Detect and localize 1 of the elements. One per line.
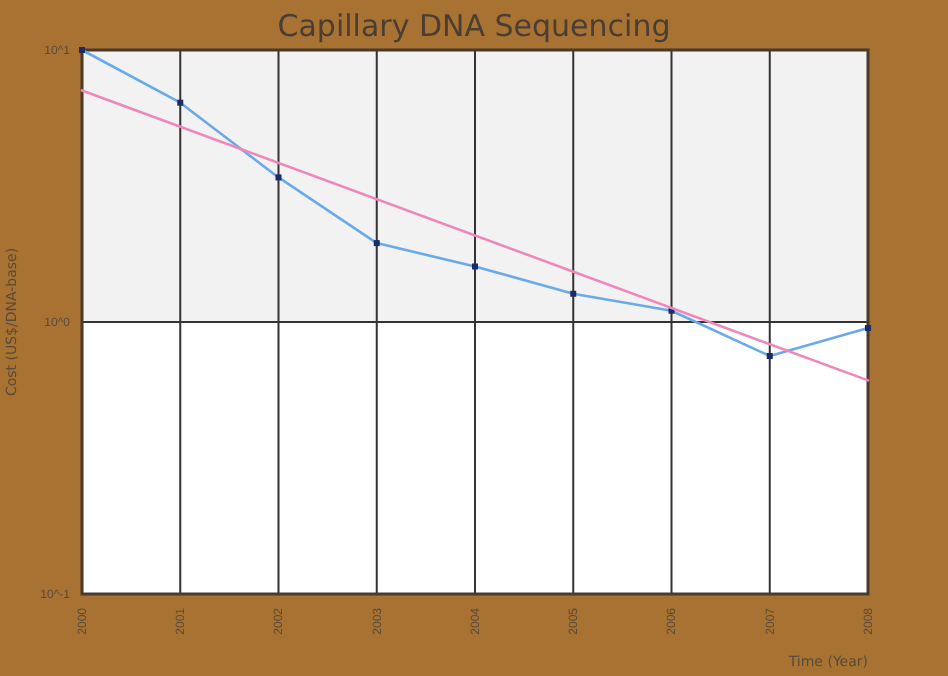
chart-title: Capillary DNA Sequencing — [277, 8, 671, 44]
